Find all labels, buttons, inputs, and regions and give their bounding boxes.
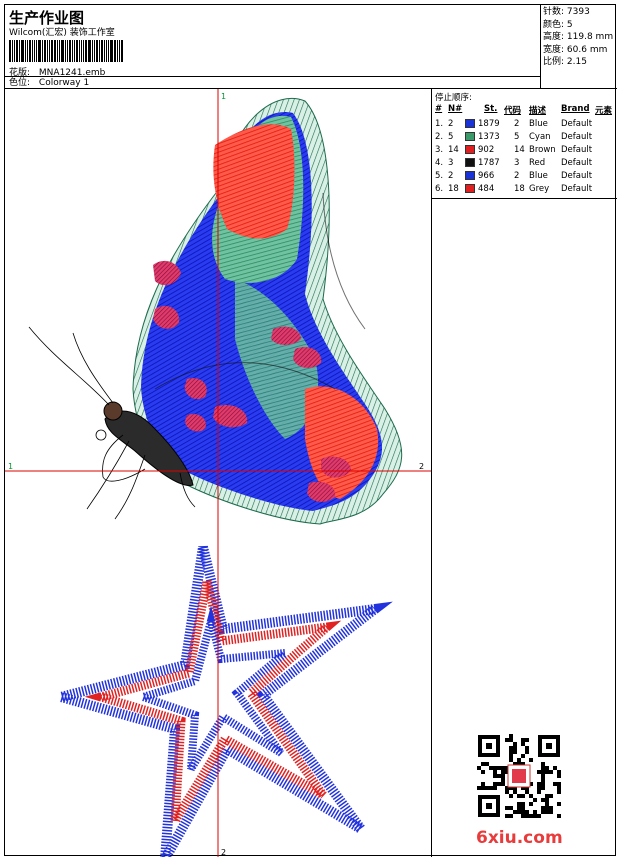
butterfly-body — [28, 326, 196, 520]
row-brand: Default — [561, 158, 593, 168]
row-code: 18 — [514, 184, 525, 194]
row-brand: Default — [561, 132, 593, 142]
star-motif — [41, 545, 393, 857]
color-swatch — [465, 184, 475, 193]
guide-right-label: 2 — [419, 462, 424, 471]
color-swatch — [465, 119, 475, 128]
stat-scale: 比例: 2.15 — [543, 57, 587, 67]
row-n: 2 — [448, 119, 454, 129]
company-name: Wilcom(汇宏) 装饰工作室 — [9, 28, 115, 38]
guide-bottom-label: 2 — [221, 848, 226, 857]
row-num: 5. — [435, 171, 444, 181]
barcode-icon — [9, 40, 145, 62]
design-stats: 针数: 7393 颜色: 5 高度: 119.8 mm 宽度: 60.6 mm … — [541, 5, 617, 89]
row-brand: Default — [561, 145, 593, 155]
row-n: 18 — [448, 184, 459, 194]
stop-row: 5. 2 966 2 Blue Default — [432, 171, 617, 184]
butterfly-wing — [132, 97, 403, 525]
row-stitches: 966 — [478, 171, 495, 181]
stat-height: 高度: 119.8 mm — [543, 32, 614, 42]
row-desc: Grey — [529, 184, 550, 194]
row-num: 4. — [435, 158, 444, 168]
colorway-label: 色位: — [9, 78, 31, 88]
guide-top-label: 1 — [221, 92, 226, 101]
stat-stitches: 针数: 7393 — [543, 7, 590, 17]
watermark-text: 6xiu.com — [476, 828, 563, 848]
file-name: MNA1241.emb — [38, 68, 106, 78]
row-n: 3 — [448, 158, 454, 168]
panel-divider — [431, 89, 432, 857]
col-element: 元素 — [595, 106, 613, 116]
row-stitches: 1787 — [478, 158, 500, 168]
file-label: 花版: — [9, 68, 31, 78]
row-code: 3 — [514, 158, 520, 168]
color-swatch — [465, 171, 475, 180]
row-desc: Brown — [529, 145, 556, 155]
worksheet-frame: 生产作业图 Wilcom(汇宏) 装饰工作室 花版: MNA1241.emb 色… — [4, 4, 617, 857]
col-code: 代码 — [504, 106, 522, 116]
row-brand: Default — [561, 119, 593, 129]
color-swatch — [465, 145, 475, 154]
col-n: N# — [448, 104, 463, 114]
row-brand: Default — [561, 171, 593, 181]
row-desc: Blue — [529, 119, 548, 129]
row-n: 14 — [448, 145, 459, 155]
center-guides: 1 2 1 2 — [5, 89, 431, 857]
colorway-line: 色位: Colorway 1 — [5, 76, 541, 89]
stop-row: 4. 3 1787 3 Red Default — [432, 158, 617, 171]
file-line: 花版: MNA1241.emb — [9, 65, 105, 78]
col-st: St. — [484, 104, 498, 114]
row-num: 2. — [435, 132, 444, 142]
row-n: 2 — [448, 171, 454, 181]
stop-row: 2. 5 1373 5 Cyan Default — [432, 132, 617, 145]
row-brand: Default — [561, 184, 593, 194]
qr-code-icon — [476, 733, 562, 819]
row-stitches: 902 — [478, 145, 495, 155]
guide-left-label: 1 — [8, 462, 13, 471]
color-swatch — [465, 158, 475, 167]
row-num: 3. — [435, 145, 444, 155]
stop-row: 6. 18 484 18 Grey Default — [432, 184, 617, 197]
row-stitches: 484 — [478, 184, 495, 194]
stop-row: 3. 14 902 14 Brown Default — [432, 145, 617, 158]
stat-colors: 颜色: 5 — [543, 19, 573, 30]
color-swatch — [465, 132, 475, 141]
colorway-name: Colorway 1 — [38, 78, 90, 88]
col-brand: Brand — [561, 104, 590, 114]
row-code: 2 — [514, 119, 520, 129]
stop-row: 1. 2 1879 2 Blue Default — [432, 119, 617, 132]
row-num: 1. — [435, 119, 444, 129]
stat-width: 宽度: 60.6 mm — [543, 44, 608, 55]
row-n: 5 — [448, 132, 454, 142]
row-desc: Cyan — [529, 132, 551, 142]
row-code: 14 — [514, 145, 525, 155]
header-block: 生产作业图 Wilcom(汇宏) 装饰工作室 花版: MNA1241.emb 色… — [5, 5, 541, 89]
page-title: 生产作业图 — [9, 9, 85, 27]
stop-sequence-title: 停止顺序: — [435, 93, 472, 103]
row-stitches: 1879 — [478, 119, 500, 129]
row-code: 2 — [514, 171, 520, 181]
row-desc: Red — [529, 158, 546, 168]
col-desc: 描述 — [529, 106, 547, 116]
row-num: 6. — [435, 184, 444, 194]
stop-sequence-table: 停止顺序: # N# St. 代码 描述 Brand 元素 1. 2 1879 2 Bl… — [432, 89, 617, 199]
row-stitches: 1373 — [478, 132, 500, 142]
row-code: 5 — [514, 132, 520, 142]
design-preview: 1 2 1 2 — [5, 89, 431, 857]
row-desc: Blue — [529, 171, 548, 181]
col-num: # — [435, 104, 443, 114]
